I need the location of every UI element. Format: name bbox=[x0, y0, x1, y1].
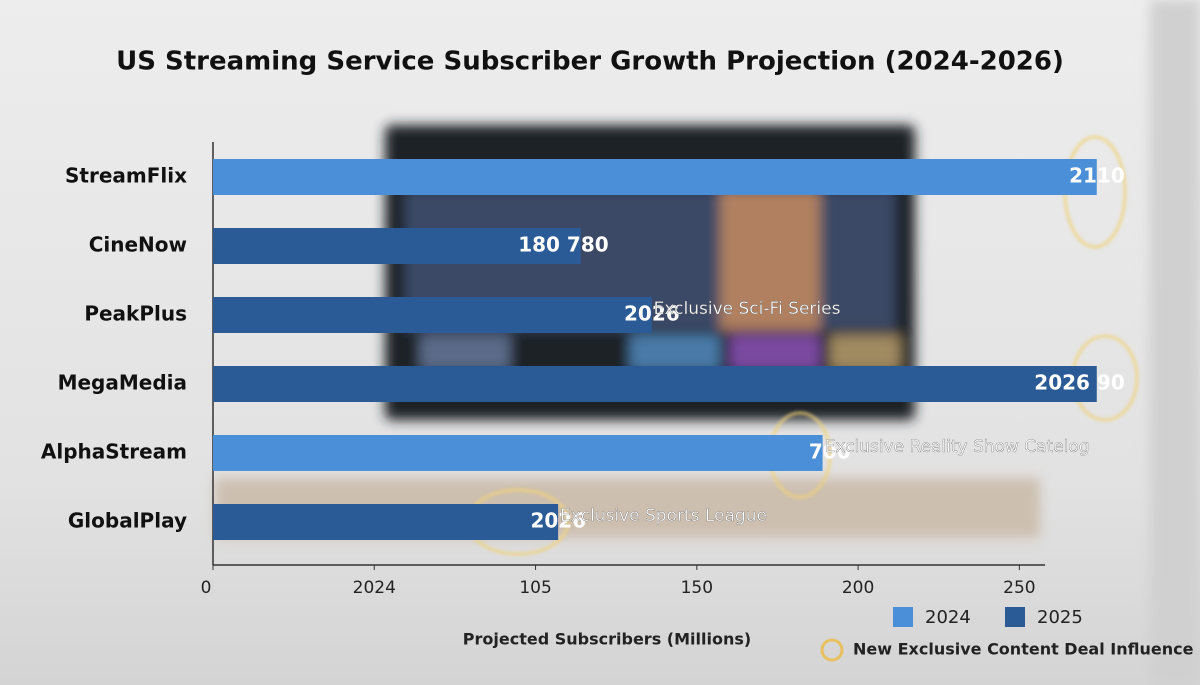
bar bbox=[213, 366, 1097, 402]
chart-title: US Streaming Service Subscriber Growth P… bbox=[116, 47, 1064, 77]
bar-label: 700 bbox=[809, 440, 851, 464]
x-tick-label: 150 bbox=[681, 578, 713, 598]
x-tick-label: 250 bbox=[1003, 578, 1035, 598]
legend-swatch bbox=[893, 607, 913, 627]
bar-label: 2026 90 bbox=[1034, 371, 1124, 395]
deal-legend-icon bbox=[820, 638, 844, 662]
deal-legend-label: New Exclusive Content Deal Influence bbox=[853, 640, 1194, 659]
deal-note: Exclusive Reality Show Catelog bbox=[825, 437, 1090, 457]
x-axis-title: Projected Subscribers (Millions) bbox=[463, 630, 751, 649]
category-label: MegaMedia bbox=[58, 371, 187, 395]
x-tick-label: 0 bbox=[201, 578, 212, 598]
bar-label: 2026 bbox=[530, 509, 586, 533]
bar bbox=[213, 228, 581, 264]
category-label: GlobalPlay bbox=[68, 509, 187, 533]
legend-label: 2024 bbox=[925, 607, 971, 628]
bar-label: 2026 bbox=[624, 302, 680, 326]
bar bbox=[213, 297, 652, 333]
x-tick-label: 105 bbox=[519, 578, 551, 598]
bar bbox=[213, 159, 1097, 195]
deal-note: Exclusive Sports League bbox=[560, 506, 767, 526]
bar bbox=[213, 504, 559, 540]
category-label: StreamFlix bbox=[65, 164, 187, 188]
category-label: PeakPlus bbox=[84, 302, 187, 326]
category-label: AlphaStream bbox=[41, 440, 187, 464]
bar-label: 180 780 bbox=[518, 233, 608, 257]
deal-note: Exclusive Sci-Fi Series bbox=[654, 299, 841, 319]
x-tick-label: 2024 bbox=[353, 578, 396, 598]
x-tick-label: 200 bbox=[842, 578, 874, 598]
legend-swatch bbox=[1005, 607, 1025, 627]
category-label: CineNow bbox=[89, 233, 187, 257]
bar bbox=[213, 435, 823, 471]
legend-label: 2025 bbox=[1037, 607, 1083, 628]
bar-label: 2110 bbox=[1069, 164, 1125, 188]
